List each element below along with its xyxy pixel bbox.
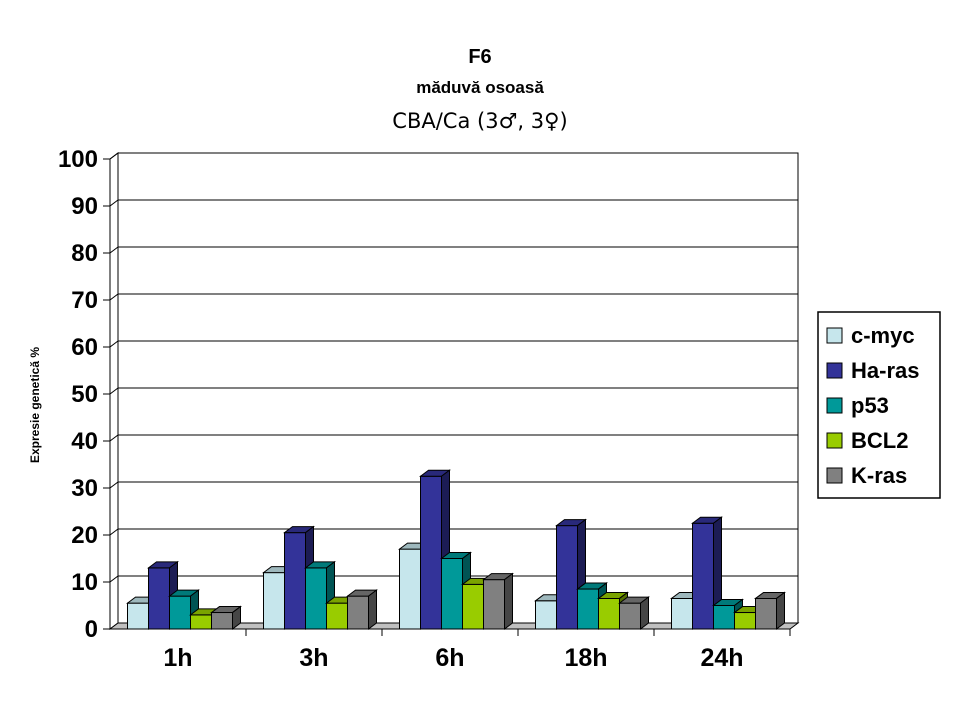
legend-swatch-bcl2 — [826, 432, 843, 449]
legend: c-myc Ha-ras p53 BCL2 K-ras — [817, 311, 941, 499]
bar-p53 — [169, 595, 191, 630]
y-tick-label: 80 — [71, 240, 98, 267]
bar-p53 — [305, 567, 327, 630]
gridline — [109, 152, 798, 160]
bar-bcl2 — [326, 602, 348, 630]
legend-label-k-ras: K-ras — [851, 463, 907, 488]
x-tick-label: 1h — [163, 644, 192, 672]
bar-k-ras — [619, 602, 641, 630]
bar-c-myc — [263, 572, 285, 630]
legend-swatch-k-ras — [826, 467, 843, 484]
bar-c-myc — [535, 600, 557, 630]
gridline — [109, 199, 798, 207]
bar-k-ras — [347, 595, 369, 630]
y-tick-label: 0 — [85, 616, 98, 643]
bar-k-ras — [755, 597, 777, 630]
legend-label-c-myc: c-myc — [851, 323, 915, 348]
bar-side-k-ras — [776, 591, 785, 630]
bar-c-myc — [399, 548, 421, 630]
bar-side-k-ras — [504, 572, 513, 630]
bar-p53 — [713, 605, 735, 630]
bar-side-k-ras — [368, 589, 377, 630]
legend-swatch-ha-ras — [826, 362, 843, 379]
bar-bcl2 — [734, 612, 756, 630]
bar-bcl2 — [598, 597, 620, 630]
bar-p53 — [577, 588, 599, 630]
chart-strain-label: CBA/Ca (3♂, 3♀) — [392, 109, 567, 133]
y-axis-label: Expresie genetică % — [28, 347, 42, 463]
gridline — [109, 340, 798, 348]
gridline — [109, 481, 798, 489]
legend-swatch-p53 — [826, 397, 843, 414]
bar-ha-ras — [148, 567, 170, 630]
y-tick-label: 100 — [58, 146, 98, 173]
chart-title: F6 — [468, 46, 491, 68]
x-tick-label: 18h — [564, 644, 607, 672]
x-tick-label: 6h — [435, 644, 464, 672]
gridline — [109, 387, 798, 395]
bar-ha-ras — [420, 475, 442, 630]
y-tick-label: 30 — [71, 475, 98, 502]
plot-area: 0 10 20 30 40 50 60 70 80 90 100 1h 3h 6h 18h 24h — [58, 146, 800, 672]
legend-label-bcl2: BCL2 — [851, 428, 908, 453]
bar-side-k-ras — [640, 596, 649, 630]
y-tick-label: 50 — [71, 381, 98, 408]
bar-ha-ras — [692, 522, 714, 630]
bar-ha-ras — [556, 525, 578, 630]
x-tick-label: 3h — [299, 644, 328, 672]
y-tick-label: 60 — [71, 334, 98, 361]
legend-label-ha-ras: Ha-ras — [851, 358, 919, 383]
legend-label-p53: p53 — [851, 393, 889, 418]
y-tick-label: 20 — [71, 522, 98, 549]
legend-swatch-c-myc — [826, 327, 843, 344]
x-tick-label: 24h — [700, 644, 743, 672]
y-tick-label: 70 — [71, 287, 98, 314]
y-tick-label: 40 — [71, 428, 98, 455]
gridline — [109, 293, 798, 301]
chart-subtitle: măduvă osoasă — [416, 78, 544, 97]
gridline — [109, 434, 798, 442]
bar-k-ras — [211, 612, 233, 630]
bar-bcl2 — [190, 614, 212, 630]
y-tick-label: 90 — [71, 193, 98, 220]
bar-bcl2 — [462, 583, 484, 630]
bar-p53 — [441, 558, 463, 630]
bar-ha-ras — [284, 532, 306, 630]
bar-c-myc — [671, 597, 693, 630]
bar-k-ras — [483, 579, 505, 630]
gridline — [109, 246, 798, 254]
bar-side-k-ras — [232, 605, 241, 630]
bar-c-myc — [127, 602, 149, 630]
y-tick-label: 10 — [71, 569, 98, 596]
